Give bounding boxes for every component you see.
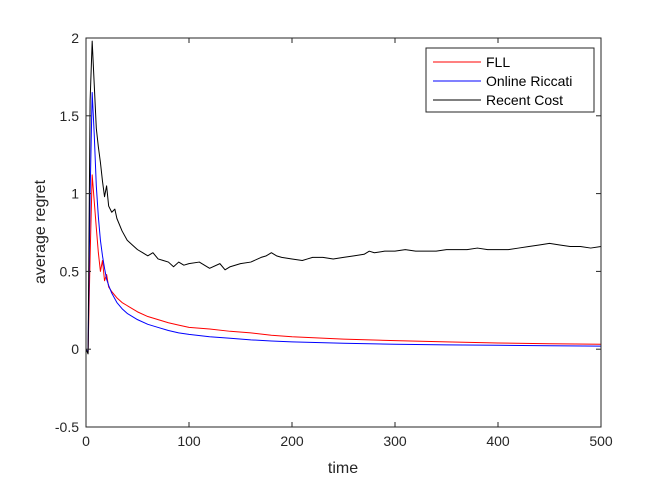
series-line-2 bbox=[85, 40, 602, 355]
x-axis-label: time bbox=[328, 460, 358, 477]
y-axis-label: average regret bbox=[32, 179, 49, 284]
legend-label: FLL bbox=[486, 54, 510, 70]
x-tick-label: 400 bbox=[486, 433, 510, 449]
y-tick-label: 2 bbox=[71, 30, 79, 46]
plot-frame bbox=[85, 37, 602, 428]
y-tick-label: 0.5 bbox=[60, 263, 80, 279]
x-tick-label: 500 bbox=[589, 433, 613, 449]
y-tick-label: 1.5 bbox=[60, 108, 80, 124]
y-tick-label: -0.5 bbox=[55, 419, 79, 435]
series-line-0 bbox=[85, 174, 602, 353]
x-tick-label: 100 bbox=[177, 433, 201, 449]
x-tick-label: 0 bbox=[82, 433, 90, 449]
tick-layer: 0 100 200 300 400 500-0.500.511.52 bbox=[55, 30, 613, 449]
x-tick-label: 300 bbox=[383, 433, 407, 449]
legend-box bbox=[425, 47, 595, 113]
legend: FLL Online Riccati Recent Cost bbox=[425, 47, 595, 113]
series-layer bbox=[85, 40, 602, 355]
y-tick-label: 0 bbox=[71, 341, 79, 357]
y-tick-label: 1 bbox=[71, 186, 79, 202]
series-line-1 bbox=[85, 91, 602, 353]
legend-label: Online Riccati bbox=[486, 73, 572, 89]
legend-label: Recent Cost bbox=[486, 92, 563, 108]
x-tick-label: 200 bbox=[280, 433, 304, 449]
